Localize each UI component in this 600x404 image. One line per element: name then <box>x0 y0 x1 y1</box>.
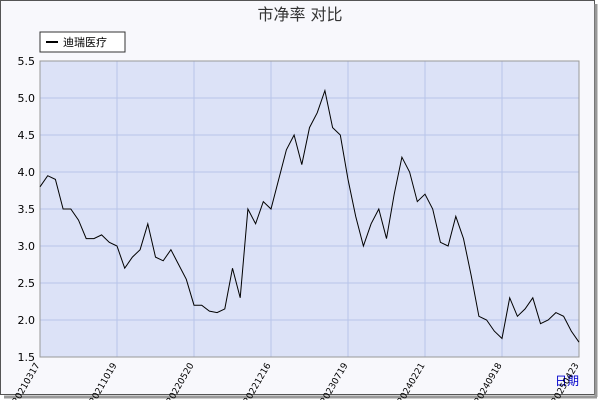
plot-border <box>39 60 580 358</box>
data-line <box>39 88 580 343</box>
legend-label: 迪瑞医疗 <box>63 35 107 49</box>
y-tick-label: 1.5 <box>18 351 36 364</box>
y-tick-label: 5.0 <box>18 92 36 105</box>
y-tick-label: 2.0 <box>18 314 36 327</box>
y-tick-label: 4.0 <box>18 166 36 179</box>
y-tick-label: 3.5 <box>18 203 36 216</box>
chart-title: 市净率 对比 <box>257 5 342 24</box>
y-tick-label: 2.5 <box>18 277 36 290</box>
legend-box <box>39 31 126 53</box>
y-tick-label: 5.5 <box>18 55 36 68</box>
x-axis-label: 日期 <box>555 374 579 388</box>
y-tick-label: 3.0 <box>18 240 36 253</box>
y-tick-label: 4.5 <box>18 129 36 142</box>
